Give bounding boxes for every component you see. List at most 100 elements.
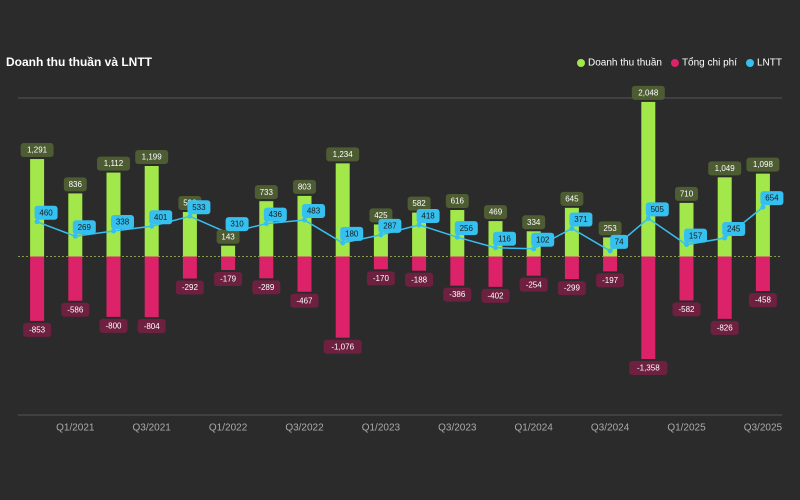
bar xyxy=(106,256,121,317)
x-tick-label: Q3/2024 xyxy=(591,423,630,434)
data-label: 483 xyxy=(307,207,321,216)
legend-label: Doanh thu thuần xyxy=(588,57,662,69)
data-label-bg xyxy=(598,221,622,236)
point xyxy=(531,246,537,252)
point xyxy=(607,248,613,254)
data-label: 1,199 xyxy=(142,153,163,162)
point xyxy=(645,215,651,221)
bar xyxy=(679,256,694,301)
x-tick-label: Q1/2024 xyxy=(515,423,554,434)
x-tick-label: Q3/2023 xyxy=(438,423,477,434)
data-label: -800 xyxy=(105,321,122,330)
data-label-bg xyxy=(254,185,278,200)
data-label-bg xyxy=(454,221,478,236)
bar xyxy=(259,256,274,279)
bar xyxy=(30,256,45,321)
bar xyxy=(755,256,770,292)
bar xyxy=(564,256,579,280)
bar xyxy=(412,212,427,257)
data-label: -1,358 xyxy=(637,364,660,373)
point xyxy=(187,213,193,219)
bar xyxy=(106,172,121,257)
bar xyxy=(221,245,236,257)
data-label: -188 xyxy=(411,275,428,284)
data-label-bg xyxy=(302,204,325,219)
data-label-bg xyxy=(216,229,240,244)
data-label-bg xyxy=(61,302,90,317)
bar xyxy=(144,256,159,318)
data-label-bg xyxy=(111,214,134,229)
data-label-bg xyxy=(560,191,584,206)
point xyxy=(416,222,422,228)
x-tick-label: Q1/2021 xyxy=(56,423,95,434)
point xyxy=(684,242,689,248)
data-label-bg xyxy=(135,150,169,165)
chart-title: Doanh thu thuần và LNTT xyxy=(6,55,153,69)
point xyxy=(34,219,40,225)
data-label: 418 xyxy=(421,212,435,221)
bar xyxy=(488,256,503,287)
data-label: 1,112 xyxy=(104,159,124,168)
point xyxy=(340,240,346,246)
data-label: -170 xyxy=(373,274,390,283)
data-label: 645 xyxy=(565,194,579,203)
data-label-bg xyxy=(748,293,777,308)
legend-swatch xyxy=(746,59,754,67)
data-label-bg xyxy=(263,207,287,222)
data-label-bg xyxy=(214,272,243,287)
bar xyxy=(526,256,541,276)
data-label: 338 xyxy=(116,218,130,227)
data-label: 1,291 xyxy=(27,146,48,155)
point xyxy=(263,221,269,227)
data-label-bg xyxy=(631,85,665,100)
data-label: -458 xyxy=(755,296,772,305)
data-label: -826 xyxy=(717,323,734,332)
data-label-bg xyxy=(99,318,128,333)
bar xyxy=(412,256,427,271)
data-label-bg xyxy=(137,319,166,334)
x-tick-label: Q3/2025 xyxy=(744,423,783,434)
data-label: 180 xyxy=(345,230,359,239)
data-label-bg xyxy=(746,157,780,172)
x-tick-label: Q3/2022 xyxy=(285,423,324,434)
data-label-bg xyxy=(407,196,431,211)
data-label: 74 xyxy=(615,238,624,247)
data-label: 143 xyxy=(221,232,235,241)
data-label-bg xyxy=(481,288,510,303)
data-label: -467 xyxy=(296,296,313,305)
data-label-bg xyxy=(293,179,316,194)
bar xyxy=(221,256,236,271)
data-label-bg xyxy=(484,205,507,220)
data-label-bg xyxy=(708,161,742,176)
data-label-bg xyxy=(326,147,360,162)
legend-swatch xyxy=(577,59,585,67)
data-label: 157 xyxy=(689,231,703,240)
data-label-bg xyxy=(378,218,402,233)
data-label-bg xyxy=(23,322,52,337)
data-label: 436 xyxy=(269,210,283,219)
data-label-bg xyxy=(522,215,546,230)
x-tick-label: Q1/2025 xyxy=(667,423,706,434)
data-label-bg xyxy=(672,302,701,317)
data-label: 253 xyxy=(603,224,617,233)
data-label-bg xyxy=(340,226,364,241)
data-label: -254 xyxy=(526,280,543,289)
data-label-bg xyxy=(443,287,472,302)
data-label: -582 xyxy=(678,305,695,314)
bar xyxy=(297,256,312,292)
data-label-bg xyxy=(290,293,319,308)
bar xyxy=(717,177,732,257)
data-label-bg xyxy=(557,281,586,296)
point xyxy=(72,233,78,239)
data-label-bg xyxy=(366,271,395,286)
data-label: 654 xyxy=(765,194,779,203)
x-tick-label: Q1/2023 xyxy=(362,423,401,434)
data-label: 287 xyxy=(383,221,397,230)
data-label: 334 xyxy=(527,218,541,227)
point xyxy=(111,228,116,234)
data-label-bg xyxy=(63,177,87,192)
point xyxy=(760,204,766,210)
x-tick-label: Q3/2021 xyxy=(133,423,172,434)
data-label-bg xyxy=(722,222,746,237)
